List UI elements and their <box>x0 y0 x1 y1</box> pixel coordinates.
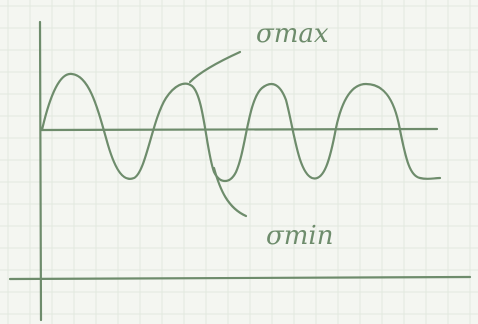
sketch: σmax σmin <box>0 0 478 324</box>
vertical-axis <box>40 22 41 320</box>
min-label: σmin <box>266 221 333 251</box>
max-label: σmax <box>256 19 329 49</box>
mean-line <box>42 129 437 130</box>
